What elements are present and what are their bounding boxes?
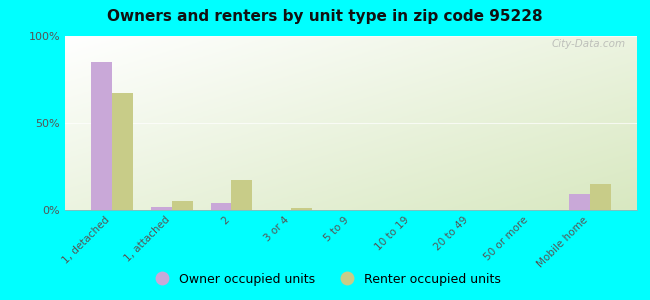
- Bar: [569, 194, 590, 210]
- Bar: [211, 203, 231, 210]
- Bar: [291, 208, 312, 210]
- Bar: [590, 184, 611, 210]
- Bar: [231, 180, 252, 210]
- Bar: [112, 93, 133, 210]
- Bar: [172, 201, 192, 210]
- Text: City-Data.com: City-Data.com: [551, 40, 625, 50]
- Text: Owners and renters by unit type in zip code 95228: Owners and renters by unit type in zip c…: [107, 9, 543, 24]
- Bar: [151, 206, 172, 210]
- Legend: Owner occupied units, Renter occupied units: Owner occupied units, Renter occupied un…: [144, 268, 506, 291]
- Bar: [91, 62, 112, 210]
